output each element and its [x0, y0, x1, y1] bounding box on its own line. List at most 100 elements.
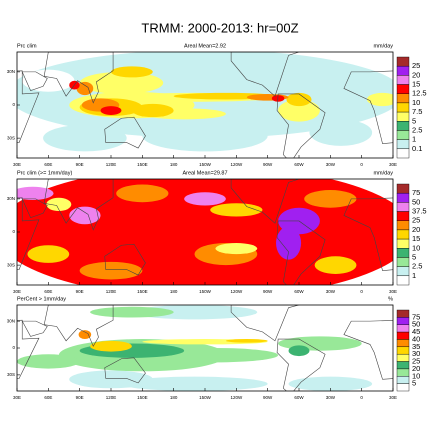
- lon-label: 30W: [326, 395, 336, 400]
- colorbar-label: 10: [412, 98, 420, 107]
- colorbar-label: 37.5: [412, 207, 427, 216]
- lon-label: 180: [170, 395, 178, 400]
- colorbar-box: [396, 309, 410, 318]
- coastline: [17, 197, 40, 271]
- coastline: [276, 93, 326, 158]
- coastline: [17, 319, 40, 379]
- lon-label: 0: [360, 289, 363, 294]
- colorbar-label: 1: [412, 135, 416, 144]
- field-region: [286, 92, 312, 107]
- coastline: [21, 320, 48, 337]
- field-region: [78, 330, 92, 340]
- lon-label: 120W: [230, 289, 243, 294]
- field-region: [100, 106, 122, 115]
- colorbar-label: 10: [412, 371, 420, 380]
- colorbar-box: [396, 361, 410, 370]
- colorbar-box: [396, 111, 410, 122]
- colorbar-label: 20: [412, 225, 420, 234]
- lon-label: 90E: [76, 395, 84, 400]
- panel-left-label: Prc clim (>= 1mm/day): [17, 170, 72, 176]
- lon-label: 0: [360, 395, 363, 400]
- colorbar-box: [396, 376, 410, 384]
- colorbar-label: 50: [412, 197, 420, 206]
- lat-label: 30S: [7, 135, 15, 140]
- lon-label: 90W: [263, 162, 273, 167]
- colorbar-box: [396, 353, 410, 362]
- field-region: [22, 69, 75, 92]
- colorbar-box: [396, 324, 410, 333]
- lat-label: 0: [12, 102, 15, 107]
- lat-label: 30N: [7, 69, 15, 74]
- lon-label: 120E: [106, 289, 117, 294]
- field-region: [288, 376, 373, 391]
- coastline: [343, 197, 393, 271]
- colorbar-label: 1: [412, 271, 416, 280]
- coastline: [230, 52, 300, 97]
- map-field: [17, 179, 393, 285]
- coastline: [43, 52, 114, 104]
- colorbar-label: 20: [412, 364, 420, 373]
- field-region: [278, 99, 320, 122]
- colorbar-label: 25: [412, 61, 420, 70]
- lon-label: 120E: [106, 162, 117, 167]
- colorbar-box: [396, 331, 410, 340]
- field-region: [17, 186, 54, 200]
- lon-label: 60W: [294, 289, 304, 294]
- colorbar-box: [396, 75, 410, 85]
- field-region: [17, 354, 80, 369]
- lon-label: 150E: [137, 395, 148, 400]
- lat-label: 30N: [7, 196, 15, 201]
- coastline: [21, 71, 48, 92]
- coastline: [276, 338, 326, 391]
- lon-label: 60E: [44, 162, 52, 167]
- lon-label: 30E: [389, 395, 397, 400]
- field-region: [288, 345, 310, 357]
- colorbar-box: [396, 317, 410, 325]
- colorbar-box: [396, 266, 410, 277]
- colorbar-box: [396, 339, 410, 348]
- colorbar-box: [396, 346, 410, 355]
- lon-label: 30E: [13, 395, 21, 400]
- field-region: [210, 203, 263, 217]
- field-region: [304, 190, 357, 208]
- coastline: [17, 70, 40, 144]
- colorbar-label: 50: [412, 320, 420, 329]
- lon-label: 30E: [389, 289, 397, 294]
- colorbar-label: 15: [412, 80, 420, 89]
- coastline: [104, 116, 146, 149]
- map-field: [17, 52, 393, 158]
- lon-label: 30W: [326, 162, 336, 167]
- colorbar-label: 2.5: [412, 125, 422, 134]
- colorbar-box: [396, 229, 410, 240]
- field-region: [225, 339, 268, 343]
- colorbar-label: 75: [412, 312, 420, 321]
- colorbar-box: [396, 275, 410, 286]
- field-region: [142, 120, 268, 152]
- colorbar-label: 5: [412, 379, 416, 388]
- coastline: [43, 305, 114, 347]
- colorbar-box: [396, 248, 410, 258]
- figure-title: TRMM: 2000-2013: hr=00Z: [141, 20, 298, 35]
- colorbar-box: [396, 84, 410, 94]
- colorbar-label: 0.1: [412, 144, 422, 153]
- lon-label: 60W: [294, 395, 304, 400]
- field-region: [184, 192, 226, 206]
- lat-label: 0: [12, 229, 15, 234]
- field-region: [79, 71, 164, 94]
- colorbar-box: [396, 148, 410, 159]
- field-region: [366, 92, 393, 107]
- colorbar-box: [396, 368, 410, 377]
- panel-unit-label: %: [388, 296, 393, 302]
- colorbar-box: [396, 257, 410, 267]
- field-region: [43, 124, 127, 152]
- colorbar-label: 75: [412, 188, 420, 197]
- colorbar-label: 25: [412, 216, 420, 225]
- colorbar-label: 45: [412, 327, 420, 336]
- field-region: [314, 256, 357, 274]
- colorbar-label: 15: [412, 234, 420, 243]
- coastline: [21, 198, 48, 219]
- colorbar-box: [396, 238, 410, 249]
- field-region: [215, 243, 258, 255]
- lon-label: 180: [170, 162, 178, 167]
